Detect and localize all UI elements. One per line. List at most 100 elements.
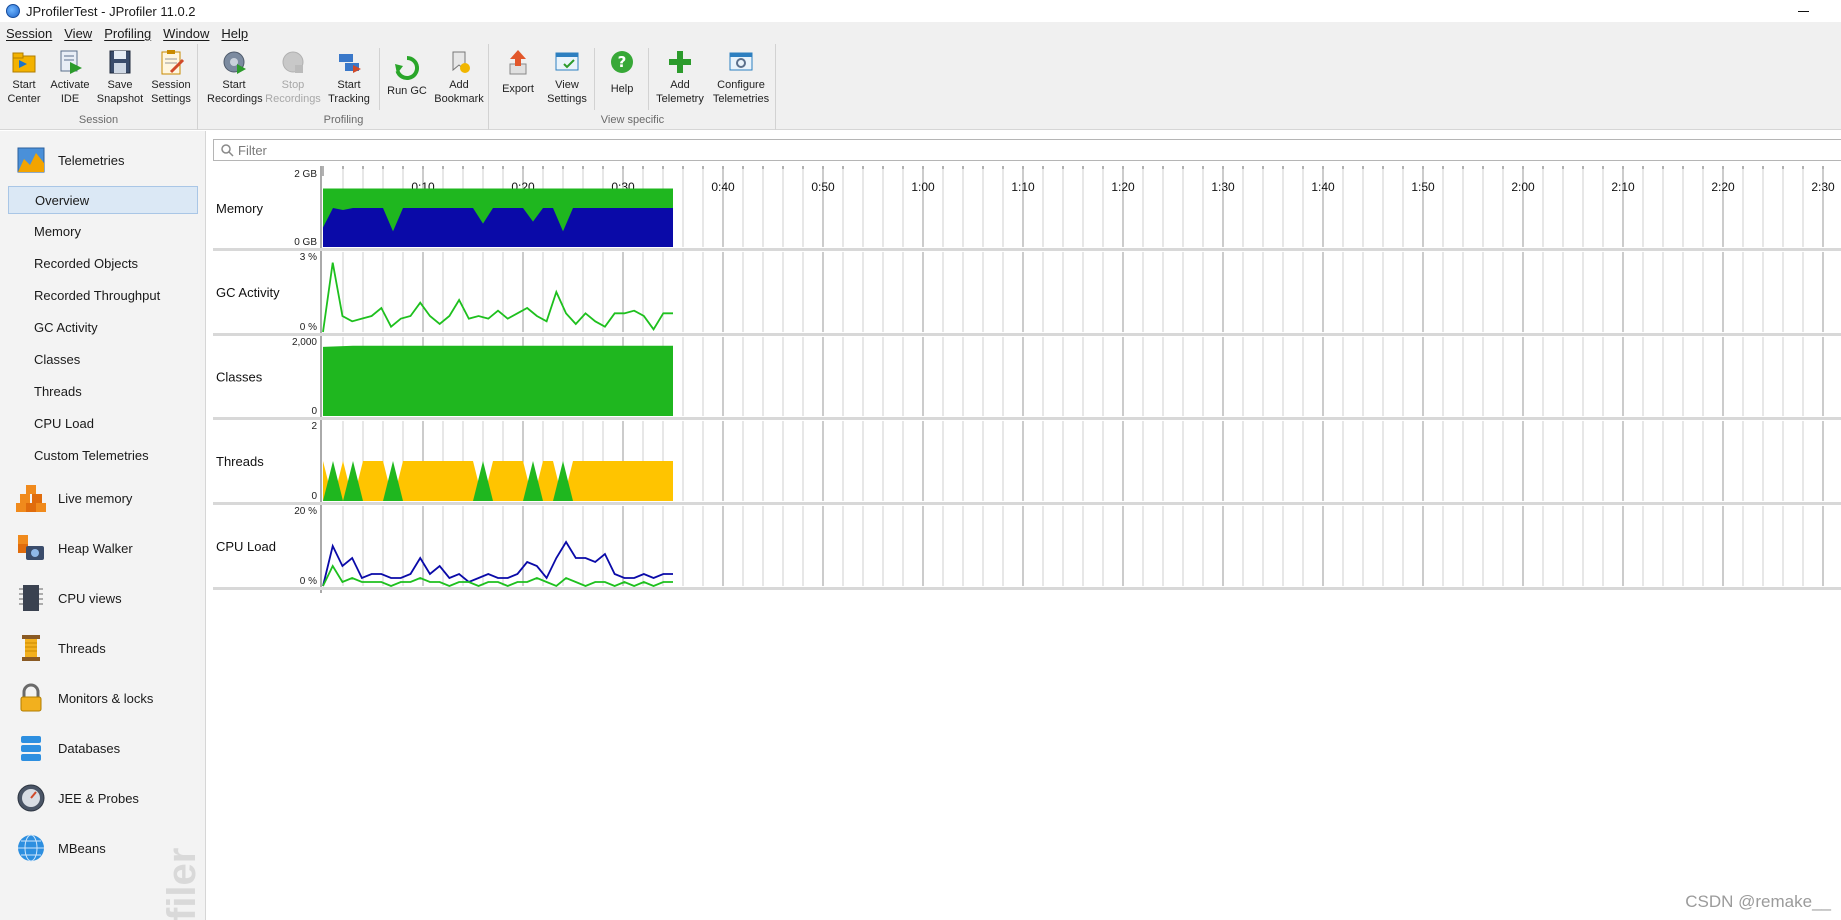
- menu-help[interactable]: Help: [221, 25, 249, 41]
- settings-clipboard-icon: [157, 48, 185, 76]
- telemetry-overview-charts[interactable]: 0:10 0:20 0:30 0:40 0:50 1:00 1:10 1:20 1:30 1:40…: [207, 131, 1841, 731]
- toolbar: Start Center Activate IDE Save Snapshot …: [0, 44, 1841, 130]
- heap-walker-icon: [16, 533, 46, 563]
- sidebar-section-cpu-views[interactable]: CPU views: [0, 577, 205, 619]
- toolbar-group-label: Session: [78, 114, 119, 126]
- run-gc-label: Run GC: [387, 85, 427, 97]
- y-axis-bottom-label: 0 %: [300, 322, 317, 333]
- panel-label: Threads: [216, 454, 264, 469]
- toolbar-group-label: Profiling: [323, 114, 364, 126]
- sidebar-section-label: JEE & Probes: [58, 790, 139, 806]
- sidebar-item-classes[interactable]: Classes: [34, 352, 81, 367]
- export-icon: [504, 48, 532, 76]
- panel-separator: [213, 587, 1841, 590]
- run-gc-button[interactable]: Run GC: [385, 54, 429, 98]
- sidebar-section-label: Monitors & locks: [58, 690, 154, 706]
- toolbar-separator: [648, 48, 649, 110]
- stop-recordings-button[interactable]: Stop Recordings: [265, 48, 321, 106]
- panel-label: GC Activity: [216, 285, 280, 300]
- toolbar-group-label: View specific: [600, 114, 665, 126]
- sidebar-section-heap-walker[interactable]: Heap Walker: [0, 527, 205, 569]
- start-center-button[interactable]: Start Center: [4, 48, 44, 106]
- sidebar-section-monitors-locks[interactable]: Monitors & locks: [0, 677, 205, 719]
- menu-profiling[interactable]: Profiling: [104, 25, 152, 41]
- add-telemetry-button[interactable]: Add Telemetry: [654, 48, 706, 106]
- save-icon: [106, 48, 134, 76]
- series-line: [322, 262, 673, 333]
- time-tick-label: 0:50: [811, 180, 835, 194]
- y-axis-top-label: 3 %: [300, 252, 317, 263]
- configure-telemetries-button[interactable]: Configure Telemetries: [710, 48, 772, 106]
- y-axis-bottom-label: 0: [311, 406, 317, 417]
- csdn-watermark: CSDN @remake__: [1685, 892, 1831, 911]
- start-center-label-2: Center: [7, 93, 41, 105]
- activate-ide-label-2: IDE: [60, 93, 80, 105]
- sidebar-item-recorded-throughput[interactable]: Recorded Throughput: [34, 288, 161, 303]
- toolbar-group-view-specific: Export View Settings ? Help Add Telemetr…: [490, 44, 776, 130]
- export-button[interactable]: Export: [496, 48, 540, 96]
- time-tick-label: 0:40: [711, 180, 735, 194]
- start-recordings-button[interactable]: Start Recordings: [207, 48, 263, 106]
- time-tick-label: 2:30: [1811, 180, 1835, 194]
- save-snapshot-button[interactable]: Save Snapshot: [96, 48, 144, 106]
- activate-ide-button[interactable]: Activate IDE: [48, 48, 92, 106]
- activate-ide-label-1: Activate: [50, 79, 90, 91]
- sidebar-item-cpu-load[interactable]: CPU Load: [34, 416, 94, 431]
- view-settings-label-2: Settings: [547, 93, 587, 105]
- thread-state-spike: [323, 461, 343, 501]
- view-settings-icon: [553, 48, 581, 76]
- sidebar-item-overview[interactable]: Overview: [8, 186, 198, 214]
- add-bookmark-label-1: Add: [449, 79, 469, 91]
- jprofiler-logo-watermark: filer: [160, 847, 204, 920]
- start-tracking-label-2: Tracking: [328, 93, 370, 105]
- sidebar-section-databases[interactable]: Databases: [0, 727, 205, 769]
- sidebar-item-recorded-objects[interactable]: Recorded Objects: [34, 256, 139, 271]
- start-tracking-button[interactable]: Start Tracking: [325, 48, 373, 106]
- series-area: [323, 345, 673, 416]
- jprofiler-app-icon: [6, 4, 20, 18]
- time-tick-label: 1:30: [1211, 180, 1235, 194]
- series-area: [323, 461, 673, 501]
- menu-view[interactable]: View: [64, 25, 93, 41]
- series-area: [323, 208, 673, 247]
- time-tick-label: 1:10: [1011, 180, 1035, 194]
- y-axis-bottom-label: 0 GB: [294, 237, 317, 248]
- sidebar-section-jee-probes[interactable]: JEE & Probes: [0, 777, 205, 819]
- panel-separator: [213, 248, 1841, 251]
- plus-icon: [666, 48, 694, 76]
- help-button[interactable]: ? Help: [600, 48, 644, 96]
- cpu-views-icon: [16, 583, 46, 613]
- sidebar-item-threads[interactable]: Threads: [34, 384, 82, 399]
- sidebar: Telemetries Overview Memory Recorded Obj…: [0, 131, 206, 920]
- y-axis-top-label: 20 %: [294, 506, 317, 517]
- thread-state-spike: [553, 461, 573, 501]
- time-tick-label: 2:20: [1711, 180, 1735, 194]
- view-settings-button[interactable]: View Settings: [544, 48, 590, 106]
- window-title: JProfilerTest - JProfiler 11.0.2: [26, 3, 196, 19]
- thread-state-spike: [473, 461, 493, 501]
- session-settings-button[interactable]: Session Settings: [148, 48, 194, 106]
- sidebar-section-threads[interactable]: Threads: [0, 627, 205, 669]
- sidebar-section-live-memory[interactable]: Live memory: [0, 477, 205, 519]
- sidebar-item-gc-activity[interactable]: GC Activity: [34, 320, 98, 335]
- add-telemetry-label-2: Telemetry: [656, 93, 704, 105]
- sidebar-item-custom-telemetries[interactable]: Custom Telemetries: [34, 448, 149, 463]
- sidebar-section-telemetries[interactable]: Telemetries: [0, 139, 205, 181]
- time-tick-label: 1:40: [1311, 180, 1335, 194]
- minimize-button[interactable]: [1795, 2, 1813, 20]
- save-snapshot-label-1: Save: [107, 79, 133, 91]
- filter-field[interactable]: Filter: [213, 139, 1841, 161]
- thread-state-spike: [383, 461, 403, 501]
- title-bar: JProfilerTest - JProfiler 11.0.2: [0, 0, 1841, 22]
- menu-session[interactable]: Session: [6, 25, 53, 41]
- add-bookmark-button[interactable]: Add Bookmark: [433, 48, 485, 106]
- time-tick-label: 1:00: [911, 180, 935, 194]
- sidebar-section-label: CPU views: [58, 590, 122, 606]
- sidebar-section-mbeans[interactable]: MBeans: [0, 827, 205, 869]
- time-tick-label: 2:00: [1511, 180, 1535, 194]
- telemetries-icon: [16, 145, 46, 175]
- menu-window[interactable]: Window: [163, 25, 210, 41]
- add-bookmark-label-2: Bookmark: [434, 93, 484, 105]
- sidebar-item-memory[interactable]: Memory: [34, 224, 81, 239]
- sidebar-section-label: Live memory: [58, 490, 133, 506]
